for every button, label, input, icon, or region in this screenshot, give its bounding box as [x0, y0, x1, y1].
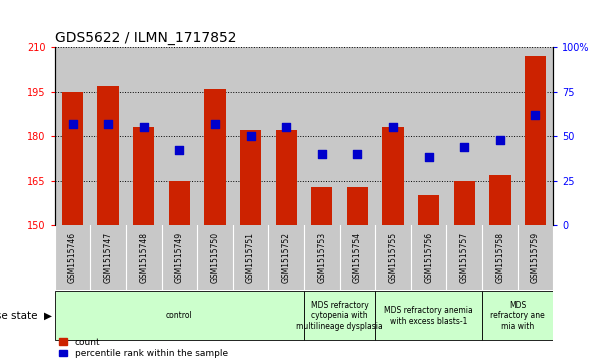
Text: disease state  ▶: disease state ▶ — [0, 311, 52, 321]
Bar — [197, 225, 233, 290]
FancyBboxPatch shape — [304, 291, 375, 340]
Bar — [489, 175, 511, 225]
Text: GSM1515748: GSM1515748 — [139, 232, 148, 283]
Bar — [55, 225, 91, 290]
Bar — [126, 225, 162, 290]
Bar — [482, 47, 517, 225]
Bar — [347, 187, 368, 225]
Bar — [91, 47, 126, 225]
Point — [495, 137, 505, 143]
Bar — [126, 47, 162, 225]
Point — [282, 125, 291, 130]
Text: GSM1515754: GSM1515754 — [353, 232, 362, 283]
Bar — [62, 91, 83, 225]
Point — [531, 112, 541, 118]
Text: GSM1515751: GSM1515751 — [246, 232, 255, 283]
Bar — [340, 225, 375, 290]
Point — [174, 147, 184, 153]
Text: GDS5622 / ILMN_1717852: GDS5622 / ILMN_1717852 — [55, 31, 237, 45]
Bar — [446, 47, 482, 225]
Text: GSM1515753: GSM1515753 — [317, 232, 326, 283]
Point — [353, 151, 362, 157]
Bar — [446, 225, 482, 290]
Bar — [418, 195, 440, 225]
Point — [67, 121, 77, 127]
Text: GSM1515750: GSM1515750 — [210, 232, 219, 283]
Bar — [162, 47, 197, 225]
Bar — [340, 47, 375, 225]
FancyBboxPatch shape — [55, 291, 304, 340]
Bar — [411, 225, 446, 290]
Bar — [275, 130, 297, 225]
Bar — [233, 47, 268, 225]
Bar — [304, 47, 340, 225]
Bar — [240, 130, 261, 225]
Bar — [268, 47, 304, 225]
Point — [424, 155, 434, 160]
Text: GSM1515756: GSM1515756 — [424, 232, 433, 283]
Point — [139, 125, 148, 130]
Bar — [268, 225, 304, 290]
Bar — [168, 180, 190, 225]
Text: GSM1515757: GSM1515757 — [460, 232, 469, 283]
Point — [103, 121, 113, 127]
Bar — [162, 225, 197, 290]
Bar — [55, 47, 91, 225]
Bar — [375, 225, 411, 290]
Point — [460, 144, 469, 150]
Bar — [311, 187, 333, 225]
Bar — [382, 127, 404, 225]
FancyBboxPatch shape — [482, 291, 553, 340]
Bar — [91, 225, 126, 290]
Legend: count, percentile rank within the sample: count, percentile rank within the sample — [59, 338, 228, 359]
Bar — [517, 47, 553, 225]
FancyBboxPatch shape — [375, 291, 482, 340]
Text: GSM1515752: GSM1515752 — [282, 232, 291, 283]
Text: GSM1515758: GSM1515758 — [496, 232, 505, 283]
Text: GSM1515747: GSM1515747 — [103, 232, 112, 283]
Bar — [525, 56, 546, 225]
Bar — [304, 225, 340, 290]
Point — [317, 151, 326, 157]
Text: MDS refractory anemia
with excess blasts-1: MDS refractory anemia with excess blasts… — [384, 306, 473, 326]
Bar — [133, 127, 154, 225]
Bar — [204, 89, 226, 225]
Text: GSM1515749: GSM1515749 — [175, 232, 184, 283]
Point — [246, 133, 255, 139]
Point — [388, 125, 398, 130]
Bar — [411, 47, 446, 225]
Text: control: control — [166, 311, 193, 320]
Text: MDS refractory
cytopenia with
multilineage dysplasia: MDS refractory cytopenia with multilinea… — [296, 301, 383, 331]
Point — [210, 121, 220, 127]
Bar — [197, 47, 233, 225]
Bar — [97, 86, 119, 225]
Text: GSM1515759: GSM1515759 — [531, 232, 540, 283]
Text: MDS
refractory ane
mia with: MDS refractory ane mia with — [490, 301, 545, 331]
Bar — [482, 225, 517, 290]
Bar — [454, 180, 475, 225]
Text: GSM1515746: GSM1515746 — [68, 232, 77, 283]
Bar — [233, 225, 268, 290]
Text: GSM1515755: GSM1515755 — [389, 232, 398, 283]
Bar — [517, 225, 553, 290]
Bar — [375, 47, 411, 225]
